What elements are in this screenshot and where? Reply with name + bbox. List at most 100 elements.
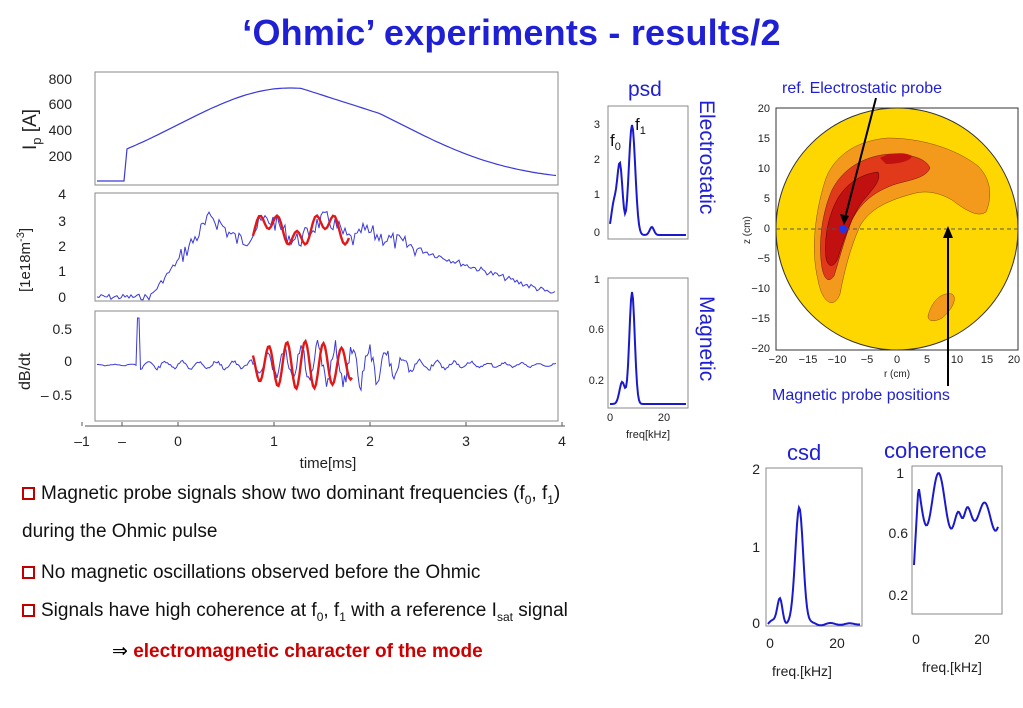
- f0-label: f0: [610, 131, 621, 153]
- coherence-ytick: 1: [896, 465, 904, 481]
- map-xtick: 10: [951, 354, 963, 366]
- psd-magnetic-curve: [610, 291, 686, 405]
- psd-figure: 3 2 1 0 f0 f1 1 0.6 0.2 0 20 freq[kHz]: [589, 105, 689, 441]
- psd-es-ytick: 1: [594, 189, 600, 201]
- page-title: ‘Ohmic’ experiments - results/2: [242, 12, 781, 53]
- ip-ylabel: Ip [A]: [20, 109, 44, 150]
- map-core-level: [825, 171, 880, 266]
- bullet-box-icon: [22, 566, 35, 579]
- ne-trace: [96, 210, 556, 301]
- map-inner-level: [820, 153, 931, 280]
- coherence-xlabel: freq.[kHz]: [922, 659, 982, 675]
- electrostatic-label: Electrostatic: [695, 100, 718, 215]
- db-ylabel: dB/dt: [17, 352, 34, 390]
- csd-xlabel: freq.[kHz]: [772, 663, 832, 679]
- db-trace: [96, 317, 557, 393]
- bullet-3: Signals have high coherence at f0, f1 wi…: [22, 600, 568, 624]
- map-xtick: −15: [799, 354, 818, 366]
- ref-probe-label: ref. Electrostatic probe: [782, 80, 943, 97]
- ip-ytick: 800: [49, 71, 73, 87]
- csd-ytick: 0: [752, 615, 760, 631]
- map-xtick: −5: [861, 354, 874, 366]
- psd-es-frame: [607, 105, 689, 240]
- coherence-ytick: 0.2: [889, 587, 909, 603]
- magnetic-label: Magnetic: [695, 296, 718, 382]
- map-ytick: 5: [764, 193, 770, 205]
- map-xtick: 0: [894, 354, 900, 366]
- ip-trace: [97, 87, 557, 182]
- conclusion-text: electromagnetic character of the mode: [133, 641, 483, 662]
- time-xtick: –: [118, 433, 126, 449]
- csd-label: csd: [787, 440, 822, 465]
- map-ytick: 20: [758, 103, 770, 115]
- csd-frame: [765, 467, 863, 627]
- ip-ytick: 600: [49, 96, 73, 112]
- time-xtick: 3: [462, 433, 470, 449]
- csd-ytick: 2: [752, 462, 760, 477]
- bullet-1: Magnetic probe signals show two dominant…: [22, 483, 560, 507]
- ne-ytick: 0: [58, 289, 66, 305]
- map-xtick: 15: [981, 354, 993, 366]
- psd-es-ytick: 2: [594, 154, 600, 166]
- map-xlabel: r (cm): [884, 369, 910, 380]
- psd-mag-frame: [607, 277, 689, 409]
- csd-curve: [767, 504, 860, 627]
- psd-xtick: 20: [658, 412, 670, 424]
- coherence-xtick: 20: [974, 631, 990, 647]
- psd-xtick: 0: [607, 412, 613, 424]
- db-ytick: 0.5: [53, 321, 73, 337]
- psd-mag-ytick: 1: [594, 274, 600, 286]
- bullet-2: No magnetic oscillations observed before…: [22, 562, 480, 584]
- psd-electrostatic-curve: [609, 124, 686, 236]
- coherence-label: coherence: [884, 438, 987, 463]
- db-ytick: 0: [64, 353, 72, 369]
- bullet-box-icon: [22, 604, 35, 617]
- time-xtick: 4: [558, 433, 566, 449]
- psd-label: psd: [628, 78, 662, 101]
- db-panel-frame: [94, 310, 559, 422]
- csd-ytick: 1: [752, 539, 760, 555]
- map-ytick: 10: [758, 163, 770, 175]
- ip-panel-frame: [94, 71, 559, 186]
- ne-ytick: 2: [58, 238, 66, 254]
- psd-xlabel: freq[kHz]: [626, 429, 670, 441]
- ne-ytick: 1: [58, 263, 66, 279]
- map-ytick: 15: [758, 133, 770, 145]
- map-core-blob: [880, 153, 912, 164]
- coherence-frame: [911, 465, 1003, 615]
- time-xtick: 0: [174, 433, 182, 449]
- ip-ytick: 200: [49, 148, 73, 164]
- db-ytick: – 0.5: [41, 387, 72, 403]
- ne-ytick: 4: [58, 186, 66, 202]
- csd-figure: 2 1 0 0 20 freq.[kHz]: [752, 462, 863, 679]
- map-ytick: −5: [757, 253, 770, 265]
- map-ytick: −10: [751, 283, 770, 295]
- time-xlabel: time[ms]: [300, 455, 357, 472]
- map-ytick: 0: [764, 223, 770, 235]
- f1-label: f1: [635, 115, 646, 137]
- psd-mag-ytick: 0.6: [589, 324, 604, 336]
- contour-map-figure: 20 15 10 5 0 −5 −10 −15 −20 −20 −15 −10 …: [742, 98, 1020, 386]
- map-ytick: −20: [751, 343, 770, 355]
- ne-panel-frame: [94, 192, 559, 302]
- time-axis-ticks: [81, 422, 563, 426]
- implies-arrow-icon: ⇒: [112, 641, 128, 662]
- coherence-figure: 1 0.6 0.2 0 20 freq.[kHz]: [889, 465, 1003, 675]
- ip-ytick: 400: [49, 122, 73, 138]
- coherence-curve: [913, 472, 999, 566]
- mag-probe-label: Magnetic probe positions: [772, 387, 950, 404]
- psd-mag-ytick: 0.2: [589, 375, 604, 387]
- psd-es-ytick: 0: [594, 227, 600, 239]
- conclusion: ⇒ electromagnetic character of the mode: [112, 640, 483, 663]
- mag-probe-arrowhead: [943, 226, 953, 238]
- coherence-ytick: 0.6: [889, 525, 909, 541]
- csd-xtick: 20: [829, 635, 845, 651]
- ne-trace-highlight: [251, 213, 351, 247]
- ref-probe-marker: [839, 225, 847, 233]
- time-trace-figure: 800 600 400 200 4 3 2 1 0 0.5 0 – 0.5 Ip…: [15, 71, 566, 472]
- time-xtick: 2: [366, 433, 374, 449]
- map-xtick: −20: [769, 354, 788, 366]
- coherence-xtick: 0: [912, 631, 920, 647]
- ne-ylabel: [1e18m-3]: [15, 228, 34, 292]
- csd-xtick: 0: [766, 635, 774, 651]
